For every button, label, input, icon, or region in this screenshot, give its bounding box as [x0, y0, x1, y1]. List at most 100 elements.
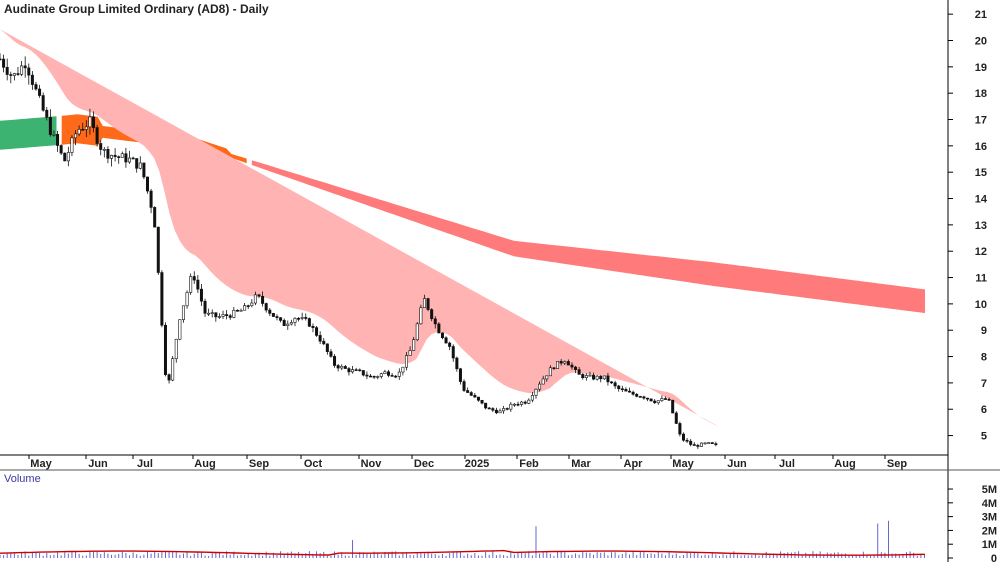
price-tick-label: 11 — [975, 273, 987, 285]
short-band — [0, 29, 720, 427]
candle-body — [653, 400, 657, 404]
price-tick-label: 5 — [981, 431, 987, 443]
price-tick-label: 20 — [975, 36, 987, 48]
candle-body — [681, 433, 685, 441]
candle-body — [710, 442, 714, 445]
candle-body — [660, 398, 664, 401]
price-tick-label: 15 — [975, 167, 987, 179]
time-tick-label: May — [672, 458, 694, 470]
candle-body — [23, 65, 27, 69]
candle-body — [340, 366, 344, 369]
candle-body — [703, 442, 707, 445]
candle-body — [131, 157, 135, 160]
candle-body — [253, 294, 257, 304]
candle-body — [142, 162, 146, 178]
candle-body — [124, 153, 128, 163]
candle-body — [149, 190, 153, 208]
candle-body — [66, 152, 70, 162]
candle-body — [689, 440, 693, 445]
candle-body — [203, 300, 207, 314]
candle-body — [430, 309, 434, 320]
candle-body — [322, 340, 326, 345]
candle-body — [113, 155, 117, 157]
candle-body — [620, 388, 624, 391]
candle-body — [599, 375, 603, 380]
candle-body — [88, 116, 92, 128]
candle-body — [185, 292, 189, 307]
time-tick-label: Jul — [137, 458, 153, 470]
candle-body — [592, 374, 596, 380]
candle-body — [523, 401, 527, 404]
candle-body — [419, 307, 423, 325]
candle-body — [556, 361, 560, 369]
price-tick-label: 17 — [975, 115, 987, 127]
candle-body — [20, 65, 24, 75]
candle-body — [505, 408, 509, 410]
candle-body — [466, 390, 470, 393]
candle-body — [458, 368, 462, 382]
candle-body — [379, 373, 383, 377]
candle-body — [354, 369, 358, 371]
price-tick-label: 8 — [981, 352, 987, 364]
candle-body — [635, 393, 639, 397]
candle-body — [631, 391, 635, 395]
candle-body — [271, 313, 275, 317]
candle-body — [707, 442, 711, 444]
candle-body — [714, 443, 718, 446]
candle-body — [214, 312, 218, 318]
volume-tick-label: 5M — [982, 484, 997, 496]
candle-body — [347, 368, 351, 373]
candle-body — [210, 312, 214, 315]
candle-body — [156, 226, 160, 273]
candle-body — [30, 74, 34, 85]
candle-body — [595, 375, 599, 380]
candle-body — [408, 350, 412, 356]
candle-body — [5, 67, 9, 75]
candle-body — [2, 58, 6, 68]
candle-body — [512, 403, 516, 406]
candle-body — [300, 317, 304, 319]
price-tick-label: 21 — [975, 9, 987, 21]
candle-body — [117, 156, 121, 158]
candle-body — [268, 309, 272, 314]
candle-body — [541, 378, 545, 385]
time-tick-label: Feb — [519, 458, 539, 470]
time-tick-label: 2025 — [465, 458, 489, 470]
time-tick-label: Mar — [571, 458, 591, 470]
ma-bands — [0, 29, 926, 427]
candle-body — [102, 148, 106, 151]
candle-body — [106, 148, 110, 159]
candle-body — [545, 375, 549, 380]
candle-body — [120, 153, 124, 158]
candle-body — [228, 315, 232, 318]
price-tick-label: 10 — [975, 299, 987, 311]
candle-body — [70, 137, 74, 153]
candle-body — [451, 346, 455, 359]
long-band-up-segment — [0, 116, 57, 150]
candle-body — [462, 381, 466, 391]
price-tick-label: 12 — [975, 246, 987, 258]
candle-body — [491, 408, 495, 411]
candle-body — [563, 361, 567, 364]
candle-body — [480, 399, 484, 404]
candle-body — [642, 396, 646, 399]
candle-body — [584, 375, 588, 379]
candle-body — [412, 339, 416, 351]
candle-body — [282, 320, 286, 326]
candle-body — [566, 361, 570, 366]
candle-body — [527, 399, 531, 404]
time-tick-label: May — [30, 458, 52, 470]
candle-body — [315, 327, 319, 336]
candle-body — [520, 401, 524, 405]
candle-body — [476, 396, 480, 401]
candle-body — [207, 312, 211, 315]
candle-body — [440, 332, 444, 339]
candle-body — [45, 109, 49, 118]
candle-body — [415, 323, 419, 341]
candle-body — [548, 367, 552, 377]
candle-body — [433, 318, 437, 325]
price-tick-label: 14 — [975, 194, 988, 206]
candle-body — [56, 134, 60, 146]
candle-body — [48, 117, 52, 135]
candle-body — [138, 162, 142, 169]
